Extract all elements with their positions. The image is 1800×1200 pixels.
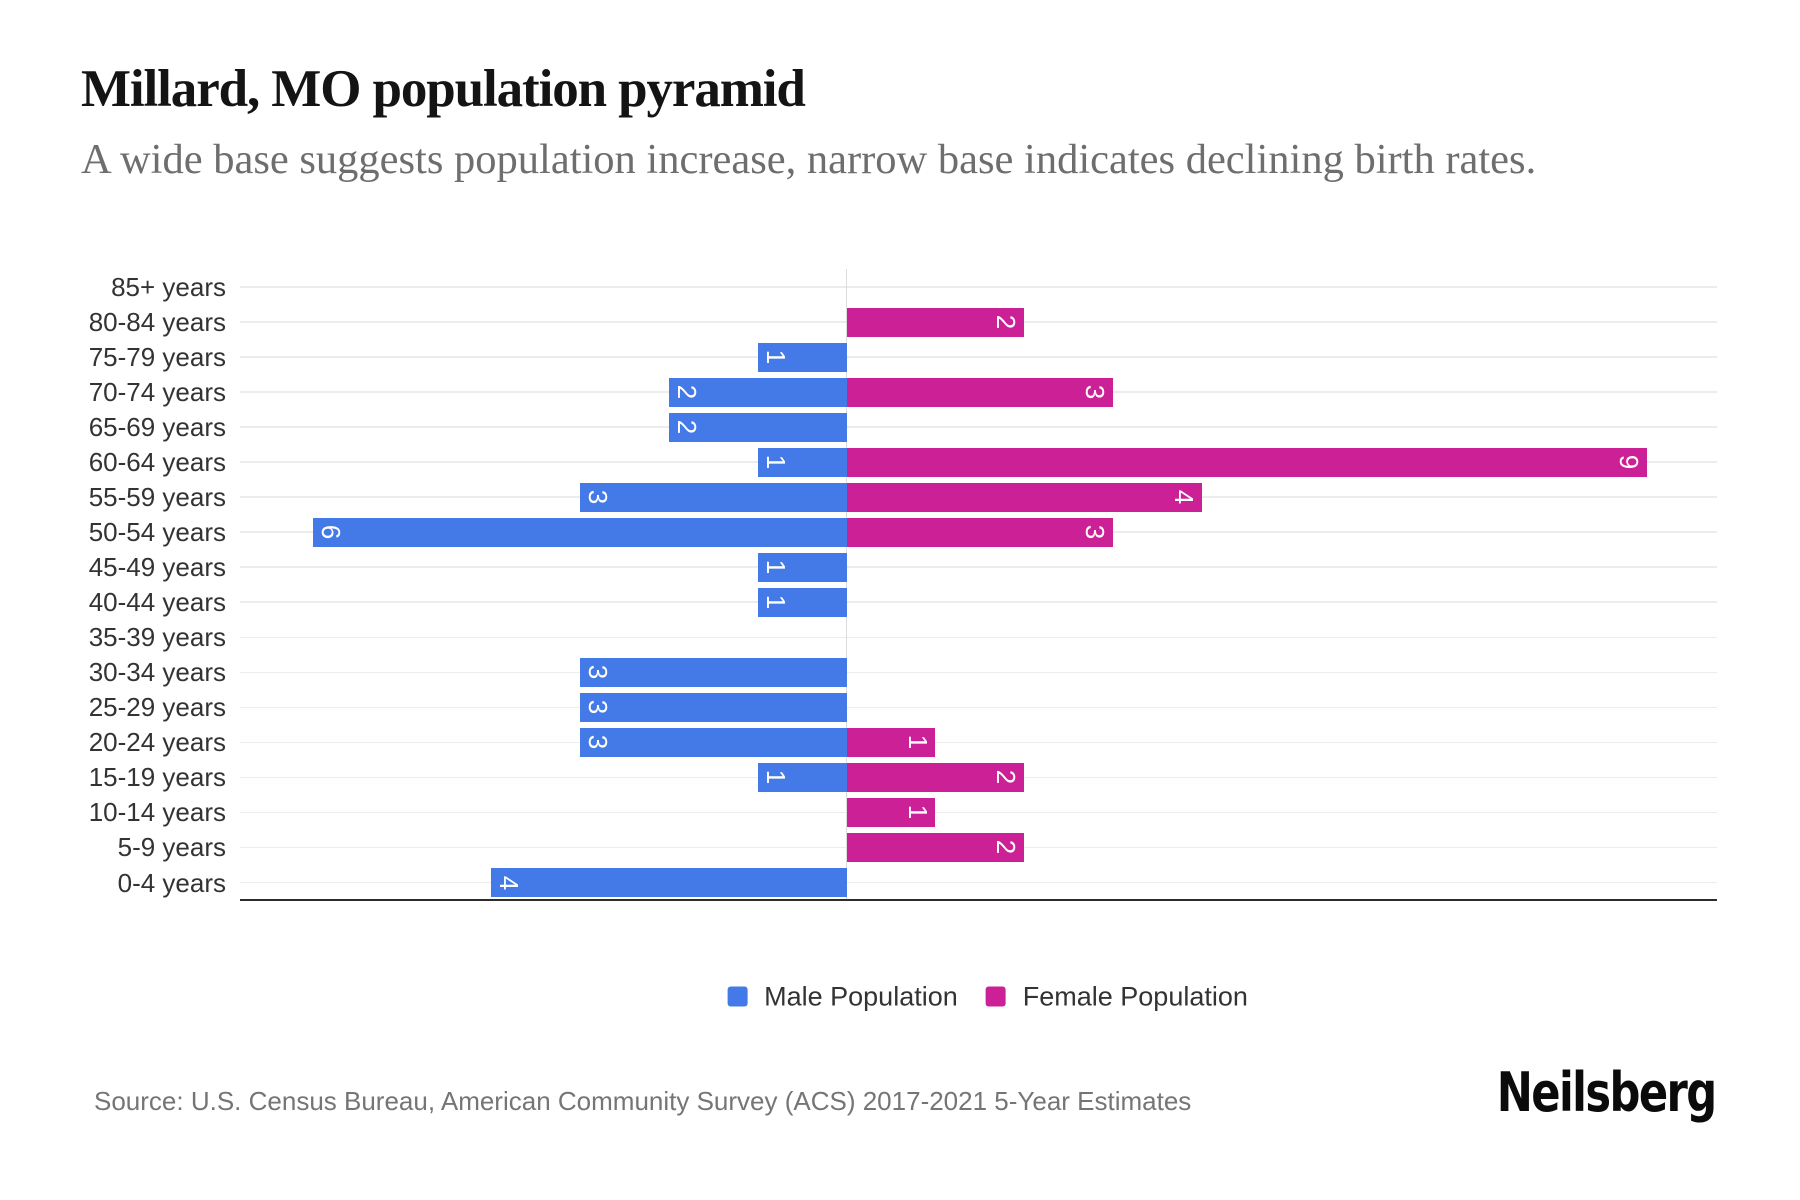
category-gridline bbox=[240, 741, 1717, 744]
bar-male[interactable] bbox=[757, 342, 847, 372]
category-gridline bbox=[240, 706, 1717, 709]
bar-value-label: 1 bbox=[902, 805, 933, 820]
legend-item[interactable]: Male Population bbox=[727, 983, 958, 1010]
bar-value-label: 2 bbox=[671, 384, 702, 400]
bar-male[interactable] bbox=[757, 447, 847, 477]
y-axis-label: 20-24 years bbox=[88, 727, 226, 758]
category-gridline bbox=[240, 356, 1717, 358]
bar-value-label: 3 bbox=[1080, 524, 1111, 540]
y-axis-label: 10-14 years bbox=[88, 797, 226, 828]
category-gridline bbox=[240, 636, 1717, 639]
bar-value-label: 2 bbox=[991, 840, 1022, 855]
category-gridline bbox=[240, 426, 1717, 428]
bar-value-label: 3 bbox=[582, 489, 613, 505]
bar-female[interactable] bbox=[846, 797, 936, 827]
bar-female[interactable] bbox=[846, 762, 1025, 792]
category-gridline bbox=[240, 671, 1717, 674]
bar-male[interactable] bbox=[757, 762, 847, 792]
bar-value-label: 1 bbox=[760, 560, 791, 575]
category-gridline bbox=[240, 881, 1717, 884]
legend-label: Female Population bbox=[1022, 981, 1248, 1011]
bar-value-label: 1 bbox=[760, 595, 791, 610]
y-axis-label: 55-59 years bbox=[88, 482, 226, 513]
legend: Male Population Female Population bbox=[727, 983, 1248, 1010]
bar-male[interactable] bbox=[313, 517, 847, 547]
bar-male[interactable] bbox=[579, 482, 847, 512]
y-axis-label: 35-39 years bbox=[88, 622, 226, 653]
zero-axis-line bbox=[845, 269, 848, 899]
bar-male[interactable] bbox=[668, 412, 847, 442]
category-gridline bbox=[240, 811, 1717, 814]
bar-value-label: 4 bbox=[1169, 489, 1200, 505]
y-axis-label: 60-64 years bbox=[88, 447, 226, 478]
bar-value-label: 2 bbox=[671, 419, 702, 435]
bar-female[interactable] bbox=[846, 727, 936, 757]
bar-value-label: 2 bbox=[991, 770, 1022, 785]
legend-swatch bbox=[985, 986, 1006, 1007]
y-axis-label: 25-29 years bbox=[88, 692, 226, 723]
y-axis-label: 30-34 years bbox=[88, 657, 226, 688]
legend-item[interactable]: Female Population bbox=[985, 981, 1248, 1011]
bar-value-label: 1 bbox=[760, 454, 791, 470]
category-gridline bbox=[240, 566, 1717, 569]
bar-female[interactable] bbox=[846, 377, 1114, 407]
bar-value-label: 2 bbox=[991, 314, 1022, 330]
bar-female[interactable] bbox=[846, 517, 1114, 547]
y-axis-label: 5-9 years bbox=[117, 832, 226, 863]
y-axis-label: 70-74 years bbox=[88, 377, 226, 408]
bar-female[interactable] bbox=[846, 832, 1025, 862]
bar-male[interactable] bbox=[491, 868, 847, 897]
legend-label: Male Population bbox=[764, 981, 958, 1011]
bar-male[interactable] bbox=[668, 377, 847, 407]
bar-value-label: 1 bbox=[902, 735, 933, 750]
brand-logo: Neilsberg bbox=[1497, 1060, 1717, 1124]
bar-female[interactable] bbox=[846, 482, 1203, 512]
y-axis-label: 75-79 years bbox=[88, 342, 226, 373]
source-note: Source: U.S. Census Bureau, American Com… bbox=[94, 1086, 1192, 1116]
y-axis-label: 50-54 years bbox=[88, 517, 226, 548]
bar-value-label: 1 bbox=[760, 770, 791, 785]
bar-female[interactable] bbox=[846, 447, 1647, 477]
y-axis-label: 85+ years bbox=[111, 272, 226, 302]
y-axis-label: 15-19 years bbox=[88, 762, 226, 793]
bar-male[interactable] bbox=[579, 657, 847, 687]
category-gridline bbox=[240, 601, 1717, 604]
bar-value-label: 3 bbox=[582, 700, 613, 715]
chart-subtitle: A wide base suggests population increase… bbox=[81, 135, 1537, 183]
x-axis-line bbox=[240, 898, 1717, 901]
bar-female[interactable] bbox=[846, 307, 1025, 337]
legend-swatch bbox=[727, 986, 748, 1007]
bar-value-label: 3 bbox=[582, 735, 613, 750]
bar-male[interactable] bbox=[579, 727, 847, 757]
bar-value-label: 6 bbox=[316, 524, 347, 540]
bar-male[interactable] bbox=[579, 692, 847, 722]
chart-title: Millard, MO population pyramid bbox=[81, 60, 806, 118]
category-gridline bbox=[240, 286, 1717, 288]
bar-male[interactable] bbox=[757, 552, 847, 582]
y-axis-label: 0-4 years bbox=[117, 867, 226, 898]
y-axis-label: 65-69 years bbox=[88, 412, 226, 443]
bar-male[interactable] bbox=[757, 587, 847, 617]
y-axis-label: 45-49 years bbox=[88, 552, 226, 583]
bar-value-label: 4 bbox=[494, 875, 524, 890]
bar-value-label: 3 bbox=[1080, 384, 1111, 400]
y-axis-label: 80-84 years bbox=[88, 307, 226, 338]
bar-value-label: 1 bbox=[760, 349, 791, 365]
y-axis-label: 40-44 years bbox=[88, 587, 226, 618]
bar-value-label: 3 bbox=[582, 665, 613, 680]
bar-value-label: 9 bbox=[1613, 454, 1644, 470]
